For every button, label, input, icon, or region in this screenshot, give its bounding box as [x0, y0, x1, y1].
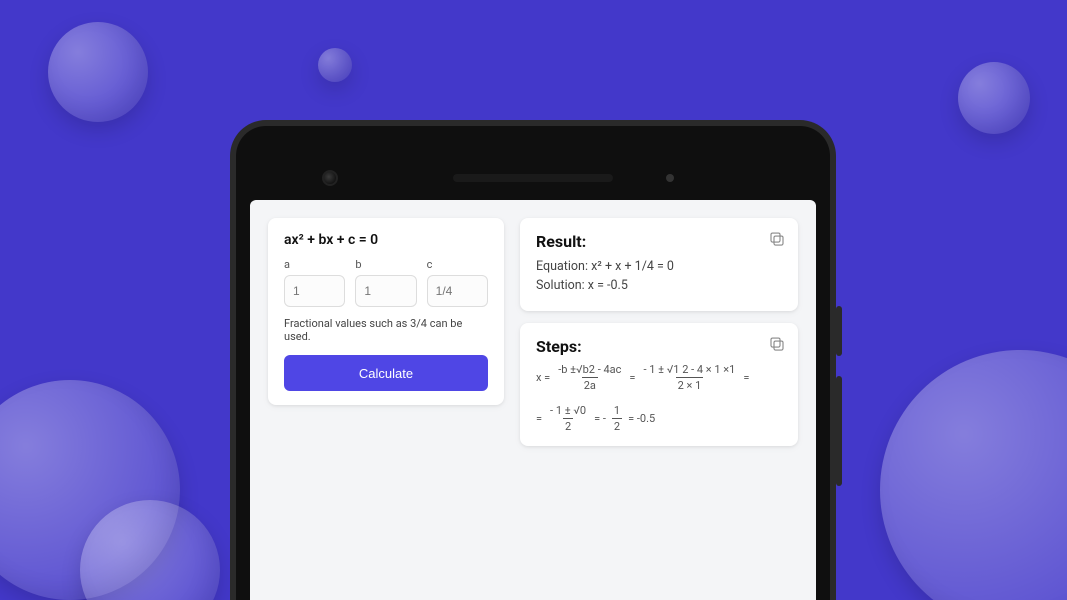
sensor-dot: [666, 174, 674, 182]
step1-frac1: -b ±√b2 - 4ac 2a: [556, 364, 623, 391]
volume-button: [836, 376, 842, 486]
tablet-bezel-top: [250, 140, 816, 200]
copy-icon: [768, 230, 786, 248]
decorative-bubble: [958, 62, 1030, 134]
steps-card: Steps: x = -b ±√b2 - 4ac 2a = - 1 ± √1 2…: [520, 323, 798, 446]
input-b[interactable]: [355, 275, 416, 307]
tablet-frame: ax² + bx + c = 0 a b c Fractional values…: [230, 120, 836, 600]
fraction-hint: Fractional values such as 3/4 can be use…: [284, 317, 488, 343]
step1-frac2: - 1 ± √1 2 - 4 × 1 ×1 2 × 1: [641, 364, 737, 391]
label-b: b: [355, 258, 416, 271]
input-card: ax² + bx + c = 0 a b c Fractional values…: [268, 218, 504, 405]
calculate-button[interactable]: Calculate: [284, 355, 488, 391]
solution-value: x = -0.5: [588, 278, 628, 293]
camera-icon: [322, 170, 338, 186]
result-card: Result: Equation: x² + x + 1/4 = 0 Solut…: [520, 218, 798, 311]
step2-frac1: - 1 ± √0 2: [548, 405, 588, 432]
power-button: [836, 306, 842, 356]
result-title: Result:: [536, 232, 782, 251]
app-screen: ax² + bx + c = 0 a b c Fractional values…: [250, 200, 816, 600]
decorative-bubble: [880, 350, 1067, 600]
steps-title: Steps:: [536, 337, 782, 356]
copy-result-button[interactable]: [768, 230, 786, 248]
decorative-bubble: [318, 48, 352, 82]
copy-icon: [768, 335, 786, 353]
equation-value: x² + x + 1/4 = 0: [591, 259, 674, 274]
input-a[interactable]: [284, 275, 345, 307]
step2-frac2: 1 2: [612, 405, 622, 432]
solution-label: Solution:: [536, 278, 585, 293]
formula-display: ax² + bx + c = 0: [284, 232, 488, 248]
result-equation: Equation: x² + x + 1/4 = 0: [536, 259, 782, 274]
label-a: a: [284, 258, 345, 271]
step1-prefix: x =: [536, 372, 550, 383]
result-solution: Solution: x = -0.5: [536, 278, 782, 293]
input-c[interactable]: [427, 275, 488, 307]
speaker-grille: [453, 174, 613, 182]
copy-steps-button[interactable]: [768, 335, 786, 353]
label-c: c: [427, 258, 488, 271]
steps-line-2: = - 1 ± √0 2 = - 1 2 = -0.5: [536, 405, 782, 432]
steps-line-1: x = -b ±√b2 - 4ac 2a = - 1 ± √1 2 - 4 × …: [536, 364, 782, 391]
equation-label: Equation:: [536, 259, 588, 274]
decorative-bubble: [48, 22, 148, 122]
